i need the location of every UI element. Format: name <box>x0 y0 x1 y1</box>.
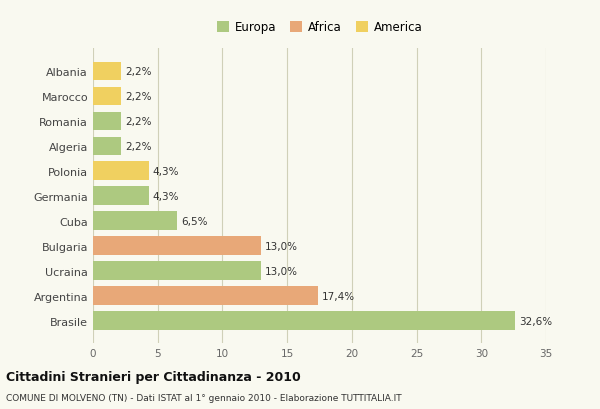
Bar <box>93 88 121 106</box>
Text: 4,3%: 4,3% <box>152 191 179 201</box>
Text: 2,2%: 2,2% <box>125 117 152 127</box>
Bar <box>93 287 318 305</box>
Legend: Europa, Africa, America: Europa, Africa, America <box>212 17 427 39</box>
Text: 4,3%: 4,3% <box>152 166 179 176</box>
Bar <box>93 262 261 280</box>
Text: 32,6%: 32,6% <box>519 316 552 326</box>
Text: 17,4%: 17,4% <box>322 291 355 301</box>
Bar <box>93 162 149 181</box>
Text: 13,0%: 13,0% <box>265 241 298 251</box>
Text: 2,2%: 2,2% <box>125 142 152 151</box>
Bar <box>93 63 121 81</box>
Bar <box>93 312 515 330</box>
Bar <box>93 112 121 131</box>
Text: 2,2%: 2,2% <box>125 67 152 77</box>
Text: 13,0%: 13,0% <box>265 266 298 276</box>
Text: 2,2%: 2,2% <box>125 92 152 102</box>
Text: COMUNE DI MOLVENO (TN) - Dati ISTAT al 1° gennaio 2010 - Elaborazione TUTTITALIA: COMUNE DI MOLVENO (TN) - Dati ISTAT al 1… <box>6 393 401 402</box>
Text: Cittadini Stranieri per Cittadinanza - 2010: Cittadini Stranieri per Cittadinanza - 2… <box>6 370 301 383</box>
Bar <box>93 187 149 206</box>
Text: 6,5%: 6,5% <box>181 216 208 226</box>
Bar <box>93 212 177 231</box>
Bar <box>93 237 261 256</box>
Bar <box>93 137 121 156</box>
